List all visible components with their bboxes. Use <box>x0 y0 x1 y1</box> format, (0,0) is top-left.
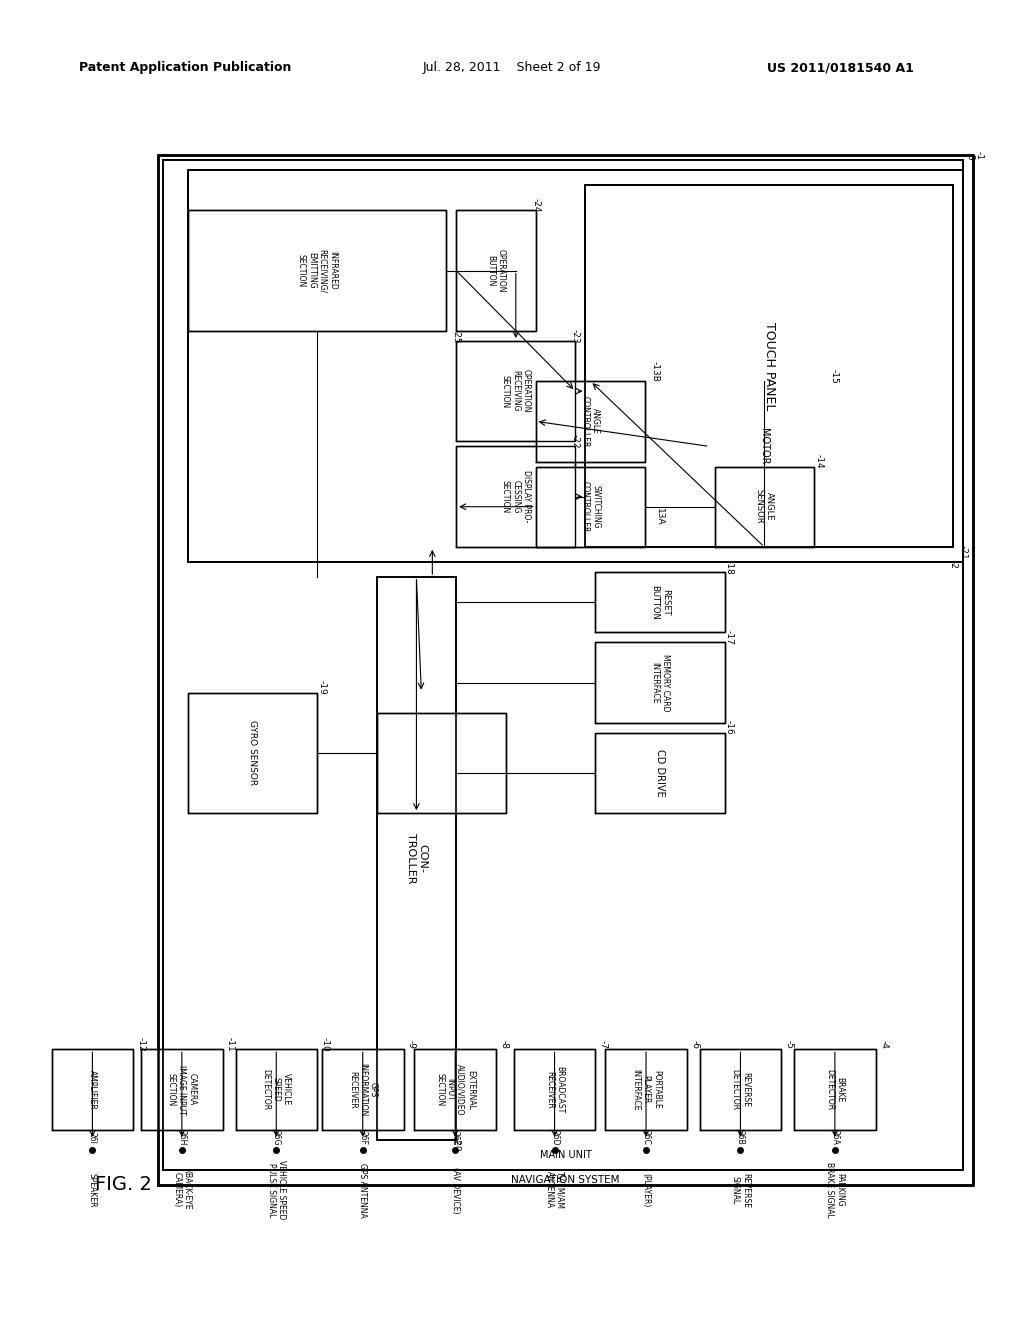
Text: ANGLE
CONTROLLER: ANGLE CONTROLLER <box>581 396 600 447</box>
Text: PORTABLE
PLAYER
INTERFACE: PORTABLE PLAYER INTERFACE <box>631 1069 660 1110</box>
Polygon shape <box>51 1049 133 1130</box>
Text: 3: 3 <box>965 154 974 160</box>
Polygon shape <box>456 341 575 441</box>
Text: 26A: 26A <box>830 1130 840 1146</box>
Text: 26E: 26E <box>451 1131 460 1144</box>
Text: OPERATION
RECEIVING
SECTION: OPERATION RECEIVING SECTION <box>501 370 530 413</box>
Text: OPERATION
BUTTON: OPERATION BUTTON <box>486 249 506 292</box>
Text: RESET
BUTTON: RESET BUTTON <box>650 585 670 619</box>
Text: 26I: 26I <box>88 1131 97 1143</box>
Polygon shape <box>795 1049 876 1130</box>
Text: INFRARED
RECEIVING/
EMITTING
SECTION: INFRARED RECEIVING/ EMITTING SECTION <box>297 248 337 293</box>
Polygon shape <box>605 1049 687 1130</box>
Text: CD DRIVE: CD DRIVE <box>655 750 665 797</box>
Text: -14: -14 <box>814 454 823 469</box>
Text: (AV DEVICE): (AV DEVICE) <box>451 1167 460 1213</box>
Text: (BACK-EYE
CAMERA): (BACK-EYE CAMERA) <box>172 1171 191 1210</box>
Text: VEHICLE SPEED
PULSE SIGNAL: VEHICLE SPEED PULSE SIGNAL <box>266 1160 286 1220</box>
Polygon shape <box>187 693 317 813</box>
Text: -23: -23 <box>571 329 580 343</box>
Polygon shape <box>514 1049 595 1130</box>
Text: 26C: 26C <box>641 1130 650 1146</box>
Text: -6: -6 <box>690 1040 699 1049</box>
Text: VEHICLE
SPEED
DETECTOR: VEHICLE SPEED DETECTOR <box>261 1069 291 1110</box>
Polygon shape <box>377 577 456 1139</box>
Text: 26F: 26F <box>358 1131 368 1144</box>
Text: DISPLAY PRO-
CESSING
SECTION: DISPLAY PRO- CESSING SECTION <box>501 470 530 523</box>
Text: -8: -8 <box>500 1040 508 1049</box>
Text: -4: -4 <box>879 1040 888 1049</box>
Text: EXTERNAL
AUDIO/VIDEO
INPUT
SECTION: EXTERNAL AUDIO/VIDEO INPUT SECTION <box>435 1064 475 1115</box>
Text: REVERSE
SIGNAL: REVERSE SIGNAL <box>731 1172 751 1208</box>
Text: -7: -7 <box>599 1040 608 1049</box>
Text: -24: -24 <box>531 198 541 213</box>
Text: BROADCAST
RECEIVER: BROADCAST RECEIVER <box>545 1067 564 1113</box>
Polygon shape <box>595 643 725 723</box>
Text: -9: -9 <box>407 1040 416 1049</box>
Text: GYRO SENSOR: GYRO SENSOR <box>248 721 257 785</box>
Text: -25: -25 <box>452 329 461 343</box>
Text: -11: -11 <box>226 1038 236 1052</box>
Text: -20: -20 <box>452 1138 461 1152</box>
Text: US 2011/0181540 A1: US 2011/0181540 A1 <box>767 62 913 74</box>
Text: 26G: 26G <box>271 1130 281 1146</box>
Text: -10: -10 <box>321 1038 330 1052</box>
Text: (PLAYER): (PLAYER) <box>641 1173 650 1208</box>
Text: 13A: 13A <box>655 508 665 525</box>
Polygon shape <box>536 381 645 462</box>
Text: CAMERA
IMAGE INPUT
SECTION: CAMERA IMAGE INPUT SECTION <box>167 1065 197 1114</box>
Polygon shape <box>586 185 953 546</box>
Polygon shape <box>158 154 973 1185</box>
Text: AMPLIFIER: AMPLIFIER <box>88 1069 97 1109</box>
Text: 26D: 26D <box>550 1130 559 1146</box>
Text: TV/FM/AM
ANTENNA: TV/FM/AM ANTENNA <box>545 1171 564 1209</box>
Polygon shape <box>187 210 446 331</box>
Text: BRAKE
DETECTOR: BRAKE DETECTOR <box>825 1069 845 1110</box>
Text: -22: -22 <box>571 434 580 449</box>
Text: GPS ANTENNA: GPS ANTENNA <box>358 1163 368 1217</box>
Text: CON-
TROLLER: CON- TROLLER <box>406 833 427 883</box>
Text: SWITCHING
CONTROLLER: SWITCHING CONTROLLER <box>581 480 600 532</box>
Text: -16: -16 <box>725 721 734 735</box>
Polygon shape <box>456 210 536 331</box>
Text: Jul. 28, 2011    Sheet 2 of 19: Jul. 28, 2011 Sheet 2 of 19 <box>423 62 601 74</box>
Text: -12: -12 <box>136 1038 145 1052</box>
Polygon shape <box>699 1049 781 1130</box>
Polygon shape <box>187 170 964 562</box>
Polygon shape <box>456 446 575 546</box>
Text: FIG. 2: FIG. 2 <box>95 1176 152 1195</box>
Text: SPEAKER: SPEAKER <box>88 1172 97 1208</box>
Polygon shape <box>536 466 645 546</box>
Text: -5: -5 <box>784 1040 794 1049</box>
Text: -17: -17 <box>725 630 734 644</box>
Text: MOTOR: MOTOR <box>760 428 769 465</box>
Text: MAIN UNIT: MAIN UNIT <box>540 1150 592 1160</box>
Polygon shape <box>595 572 725 632</box>
Polygon shape <box>322 1049 403 1130</box>
Polygon shape <box>377 713 506 813</box>
Polygon shape <box>715 466 814 546</box>
Text: NAVIGATION SYSTEM: NAVIGATION SYSTEM <box>511 1175 620 1185</box>
Polygon shape <box>415 1049 496 1130</box>
Text: 26H: 26H <box>177 1130 186 1146</box>
Text: ANGLE
SENSOR: ANGLE SENSOR <box>755 490 774 524</box>
Polygon shape <box>163 160 964 1170</box>
Text: -2: -2 <box>948 560 957 569</box>
Text: MEMORY CARD
INTERFACE: MEMORY CARD INTERFACE <box>650 653 670 711</box>
Polygon shape <box>236 1049 317 1130</box>
Text: TOUCH PANEL: TOUCH PANEL <box>763 322 776 411</box>
Text: -13B: -13B <box>650 360 659 381</box>
Text: 26B: 26B <box>736 1130 744 1146</box>
Text: -19: -19 <box>317 680 327 694</box>
Polygon shape <box>141 1049 222 1130</box>
Text: PARKING
BRAKE SIGNAL: PARKING BRAKE SIGNAL <box>825 1162 845 1218</box>
Polygon shape <box>595 733 725 813</box>
Text: REVERSE
DETECTOR: REVERSE DETECTOR <box>731 1069 751 1110</box>
Text: GPS
INFORMATION
RECEIVER: GPS INFORMATION RECEIVER <box>348 1063 378 1117</box>
Text: -21: -21 <box>958 545 968 560</box>
Text: -18: -18 <box>725 560 734 574</box>
Text: -15: -15 <box>829 368 839 384</box>
Text: Patent Application Publication: Patent Application Publication <box>79 62 291 74</box>
Text: -1: -1 <box>975 150 984 160</box>
